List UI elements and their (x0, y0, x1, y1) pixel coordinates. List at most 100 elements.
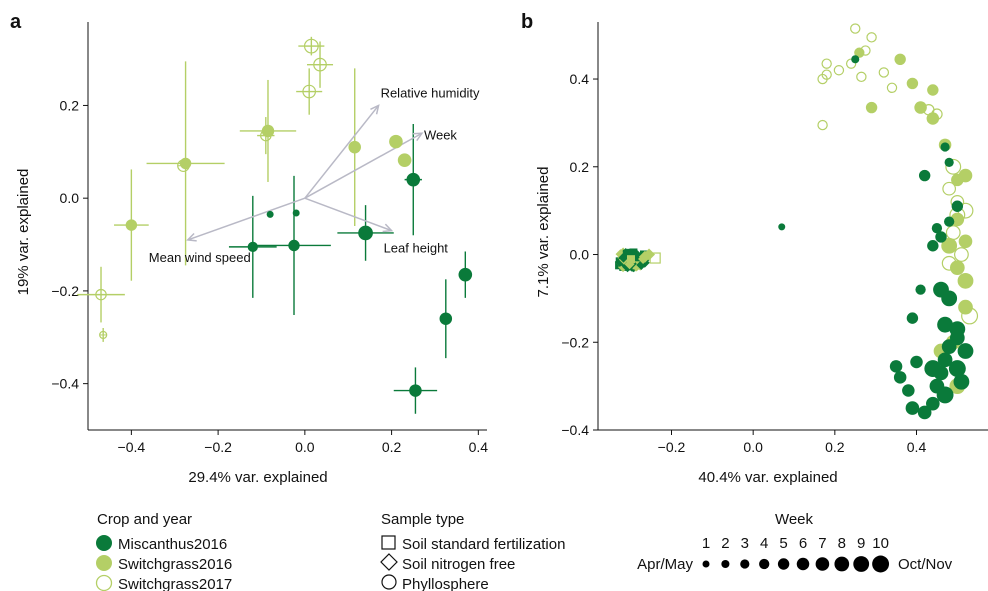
legend-crop-title: Crop and year (97, 511, 192, 528)
data-point (358, 225, 373, 241)
week-size-dot (796, 557, 810, 571)
y-tick-label: −0.4 (561, 422, 589, 438)
week-size-dot (834, 556, 850, 572)
soil-point (638, 250, 651, 263)
legend-sample-item: Phyllosphere (402, 576, 489, 591)
data-point (951, 200, 964, 212)
week-number: 10 (872, 535, 889, 552)
data-point (288, 239, 300, 252)
loading-label: Week (424, 127, 457, 142)
data-point (894, 53, 906, 65)
y-tick-label: 0.0 (60, 190, 80, 206)
week-number: 6 (799, 535, 807, 552)
week-size-dot (853, 556, 870, 572)
chart-b-xlabel: 40.4% var. explained (698, 469, 837, 486)
week-size-dot (872, 555, 890, 573)
y-tick-label: 0.4 (570, 71, 590, 87)
week-number: 4 (760, 535, 768, 552)
data-point (389, 134, 403, 149)
week-number: 1 (702, 535, 710, 552)
soil-point (629, 248, 638, 257)
data-point (247, 241, 258, 253)
data-point (945, 225, 961, 240)
data-point (348, 140, 361, 154)
loading-arrow (187, 197, 306, 241)
legend-crop-item: Switchgrass2017 (118, 576, 232, 591)
panel-label-b: b (521, 11, 533, 33)
x-tick-label: −0.2 (658, 439, 686, 455)
chart-b: −0.2 0.0 0.2 0.4 −0.4 −0.2 0.0 0.2 0.4 40.4% var… (535, 22, 988, 486)
y-tick-label: −0.2 (561, 334, 589, 350)
chart-a-loadings: Relative humidity Week Leaf height Mean win… (149, 85, 480, 264)
data-point (821, 58, 832, 69)
legend-marker-miscanthus (96, 535, 112, 551)
x-tick-label: 0.0 (295, 439, 315, 455)
legend-crop-item: Switchgrass2016 (118, 556, 232, 573)
data-point (924, 360, 942, 378)
data-point (941, 290, 958, 307)
data-point (266, 210, 274, 218)
data-point (931, 223, 943, 234)
x-tick-label: 0.2 (382, 439, 402, 455)
data-point (958, 168, 973, 183)
data-point (878, 67, 890, 78)
data-point (942, 181, 957, 196)
chart-b-soil-cluster (614, 247, 661, 273)
data-point (926, 112, 940, 125)
data-point (926, 396, 940, 411)
legend-week: Week Apr/May Oct/Nov 1 2 3 4 5 6 7 8 9 10 (637, 511, 953, 573)
data-point (439, 312, 453, 325)
chart-a: −0.4 −0.2 0.0 0.2 0.4 −0.4 −0.2 0.0 0.2 Relative… (15, 22, 488, 486)
chart-a-axes: −0.4 −0.2 0.0 0.2 0.4 −0.4 −0.2 0.0 0.2 (51, 22, 488, 455)
data-point (927, 84, 939, 96)
week-number: 3 (741, 535, 749, 552)
loading-label: Relative humidity (381, 85, 480, 100)
legend-week-title: Week (775, 511, 814, 528)
data-point (886, 82, 898, 94)
week-number: 8 (838, 535, 846, 552)
data-point (850, 23, 861, 34)
panel-label-a: a (10, 11, 22, 33)
data-point (940, 142, 950, 152)
x-tick-label: 0.4 (907, 439, 927, 455)
data-point (902, 384, 915, 397)
chart-b-axes: −0.2 0.0 0.2 0.4 −0.4 −0.2 0.0 0.2 0.4 (561, 22, 988, 455)
loading-label: Mean wind speed (149, 250, 251, 265)
data-point (944, 157, 954, 167)
data-point (292, 209, 300, 217)
legend-marker-switchgrass2016 (96, 555, 112, 571)
chart-a-points (95, 38, 473, 397)
data-point (125, 219, 138, 231)
data-point (851, 55, 860, 64)
legend-sample-item: Soil nitrogen free (402, 556, 515, 573)
week-size-dot (721, 559, 730, 569)
data-point (941, 237, 958, 254)
data-point (937, 352, 953, 368)
soil-point (643, 248, 656, 261)
data-point (406, 172, 421, 187)
y-tick-label: 0.0 (570, 247, 590, 263)
data-point (949, 260, 965, 276)
data-point (845, 58, 857, 69)
legend-sample-title: Sample type (381, 511, 464, 528)
legend-marker-switchgrass2017 (95, 574, 113, 591)
data-point (918, 169, 931, 182)
x-tick-label: 0.0 (743, 439, 763, 455)
soil-point (632, 261, 641, 270)
circle-icon (381, 574, 397, 590)
x-tick-label: 0.4 (469, 439, 489, 455)
soil-point (626, 255, 635, 264)
loading-arrow (304, 132, 423, 199)
week-size-dot (702, 560, 710, 568)
arrowhead (186, 232, 197, 242)
soil-point (624, 259, 635, 270)
data-point (957, 272, 974, 289)
data-point (866, 32, 877, 43)
square-icon (381, 535, 396, 550)
week-number: 9 (857, 535, 865, 552)
data-point (905, 401, 920, 415)
legend-sample: Sample type Soil standard fertilization … (380, 511, 565, 591)
chart-a-ylabel: 19% var. explained (15, 169, 32, 296)
data-point (906, 312, 919, 324)
y-tick-label: 0.2 (570, 159, 590, 175)
